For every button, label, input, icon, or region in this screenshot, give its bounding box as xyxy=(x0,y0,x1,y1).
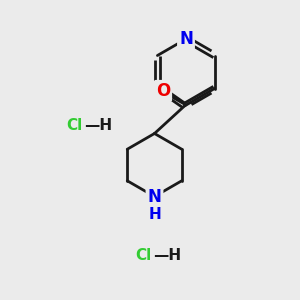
Text: N: N xyxy=(148,188,161,206)
Text: N: N xyxy=(179,30,193,48)
Text: Cl: Cl xyxy=(135,248,151,262)
Text: —H: —H xyxy=(85,118,113,134)
Text: Cl: Cl xyxy=(66,118,82,134)
Text: H: H xyxy=(148,207,161,222)
Text: O: O xyxy=(156,82,170,100)
Text: —H: —H xyxy=(154,248,182,262)
